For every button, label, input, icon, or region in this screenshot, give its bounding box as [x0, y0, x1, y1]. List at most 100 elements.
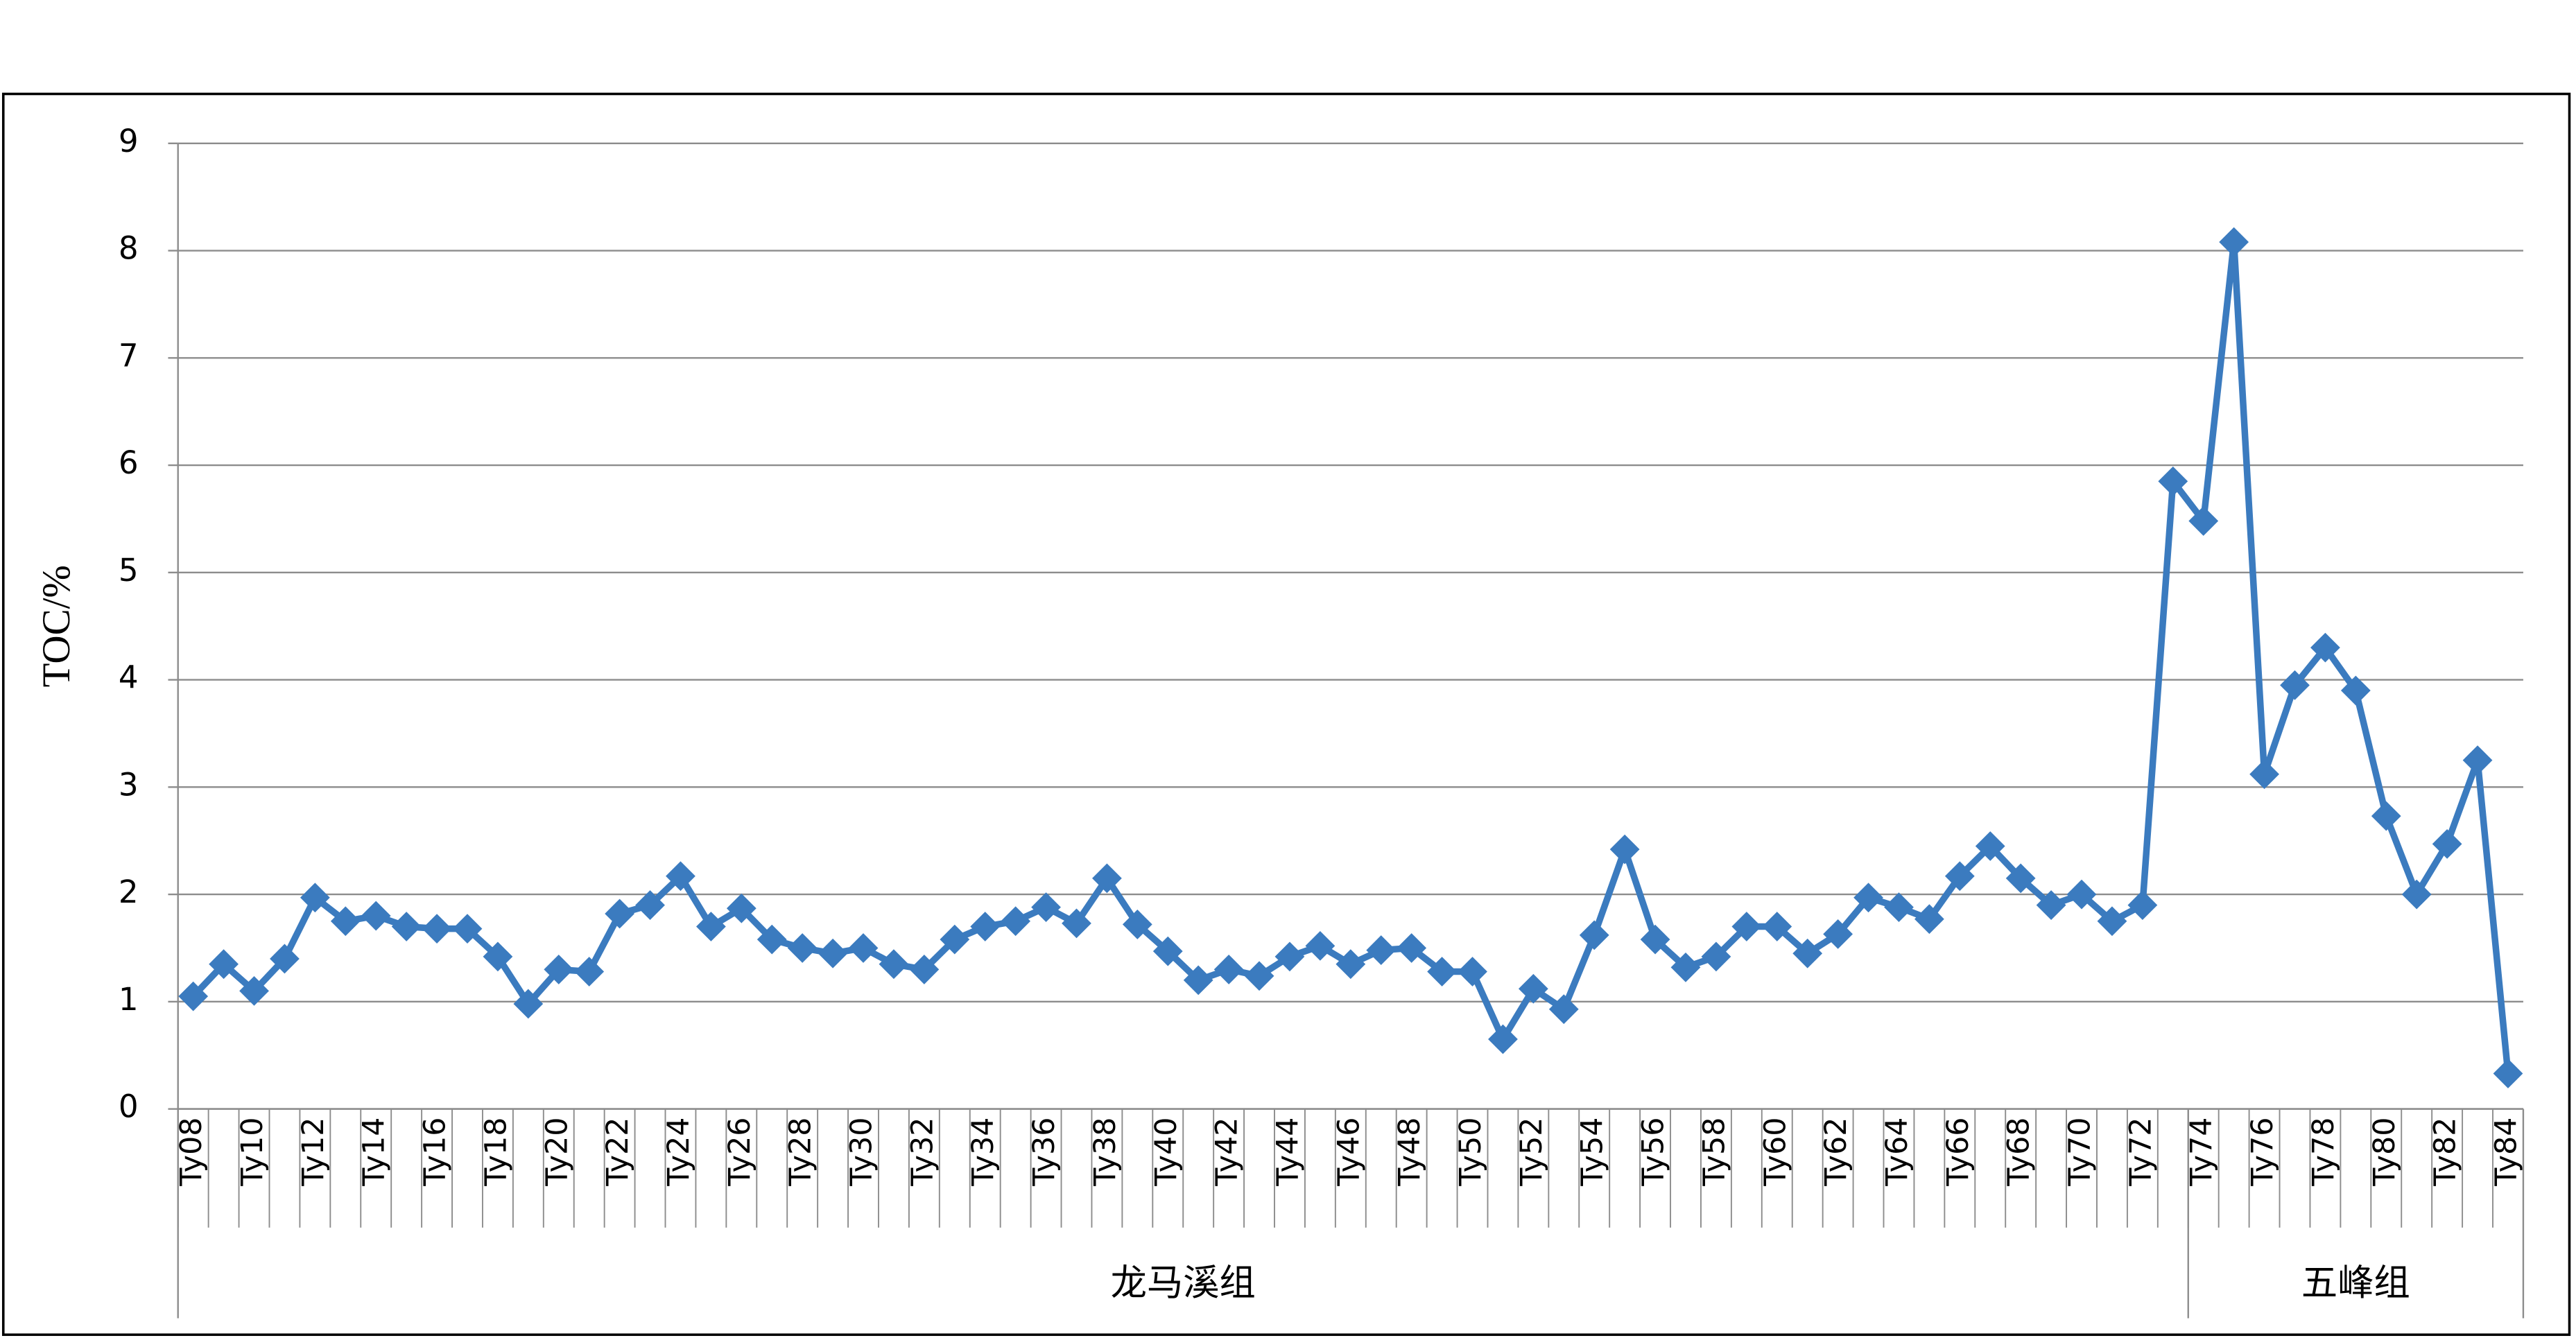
y-tick-label: 9 — [119, 123, 139, 159]
data-point — [2219, 227, 2249, 257]
data-point — [1001, 906, 1031, 937]
x-tick-label: Ty38 — [1088, 1118, 1123, 1187]
y-tick-label: 5 — [119, 552, 139, 589]
x-tick-label: Ty76 — [2245, 1118, 2280, 1187]
data-point — [2310, 632, 2340, 663]
data-point — [2401, 879, 2432, 910]
x-tick-label: Ty64 — [1880, 1118, 1914, 1187]
y-tick-label: 7 — [119, 337, 139, 374]
data-point — [1884, 892, 1914, 923]
group-label: 五峰组 — [2301, 1262, 2410, 1304]
data-point — [1579, 920, 1609, 950]
x-tick-label: Ty52 — [1514, 1118, 1549, 1187]
x-tick-label: Ty28 — [784, 1118, 818, 1187]
data-point — [1366, 935, 1397, 965]
data-point — [757, 924, 787, 955]
y-tick-label: 4 — [119, 659, 139, 696]
data-point — [726, 893, 757, 923]
data-point — [1062, 908, 1091, 939]
data-point — [2127, 890, 2158, 920]
x-tick-label: Ty68 — [2002, 1118, 2037, 1187]
data-point — [1031, 892, 1061, 923]
data-point — [1548, 994, 1579, 1025]
x-tick-label: Ty74 — [2184, 1118, 2219, 1187]
y-tick-label: 3 — [119, 766, 139, 803]
data-point — [2462, 745, 2493, 776]
x-tick-label: Ty42 — [1210, 1118, 1245, 1187]
data-point — [2340, 675, 2371, 706]
data-point — [391, 912, 422, 941]
y-tick-label: 8 — [119, 230, 139, 267]
data-point — [2432, 828, 2462, 859]
x-tick-label: Ty48 — [1392, 1118, 1427, 1187]
x-tick-label: Ty82 — [2428, 1118, 2463, 1187]
data-point — [2371, 801, 2401, 831]
x-tick-label: Ty40 — [1149, 1118, 1184, 1187]
group-label: 龙马溪组 — [1111, 1262, 1256, 1304]
data-point — [940, 924, 970, 955]
data-point — [452, 914, 483, 944]
data-point — [2280, 670, 2310, 700]
data-point — [1305, 930, 1335, 961]
y-tick-label: 0 — [119, 1088, 139, 1125]
data-point — [1274, 941, 1305, 972]
data-point — [2066, 879, 2097, 910]
data-point — [1762, 912, 1792, 941]
x-tick-label: Ty26 — [723, 1118, 757, 1187]
data-point — [1092, 863, 1122, 894]
data-point — [1640, 924, 1670, 955]
data-point — [1152, 936, 1183, 966]
data-point — [970, 912, 1001, 941]
data-point — [2158, 466, 2188, 496]
data-point — [1458, 957, 1487, 987]
data-point — [574, 957, 605, 987]
data-point — [1183, 965, 1213, 996]
x-tick-label: Ty12 — [296, 1118, 331, 1187]
x-tick-label: Ty60 — [1758, 1118, 1792, 1187]
x-tick-label: Ty70 — [2063, 1118, 2098, 1187]
data-point — [239, 975, 269, 1006]
data-point — [1975, 831, 2005, 861]
y-tick-label: 1 — [119, 981, 139, 1018]
data-point — [2005, 863, 2036, 894]
data-point — [2249, 759, 2279, 790]
x-tick-label: Ty84 — [2489, 1118, 2523, 1187]
data-point — [1335, 949, 1366, 980]
data-point — [270, 944, 300, 974]
x-tick-label: Ty62 — [1819, 1118, 1853, 1187]
x-tick-label: Ty18 — [478, 1118, 513, 1187]
data-point — [1792, 938, 1823, 968]
data-point — [818, 938, 848, 968]
data-point — [605, 898, 635, 929]
y-tick-label: 2 — [119, 874, 139, 910]
x-tick-label: Ty20 — [539, 1118, 574, 1187]
data-point — [2036, 890, 2066, 920]
data-point — [2493, 1059, 2523, 1088]
data-point — [1853, 883, 1883, 913]
x-tick-label: Ty14 — [357, 1118, 392, 1187]
data-point — [330, 906, 361, 937]
data-point — [635, 890, 665, 920]
data-point — [909, 955, 940, 984]
data-point — [1609, 834, 1640, 865]
data-point — [1122, 910, 1152, 939]
x-tick-label: Ty50 — [1453, 1118, 1488, 1187]
data-point — [544, 955, 574, 984]
x-tick-label: Ty08 — [174, 1118, 209, 1187]
x-tick-label: Ty56 — [1636, 1118, 1671, 1187]
x-tick-label: Ty72 — [2123, 1118, 2158, 1187]
data-point — [209, 949, 239, 980]
y-tick-label: 6 — [119, 444, 139, 481]
data-point — [1213, 955, 1244, 984]
x-tick-label: Ty58 — [1697, 1118, 1731, 1187]
x-tick-label: Ty78 — [2306, 1118, 2341, 1187]
x-tick-label: Ty34 — [966, 1118, 1001, 1187]
data-point — [1914, 904, 1944, 935]
data-point — [1518, 973, 1548, 1004]
data-point — [2188, 506, 2219, 536]
x-tick-label: Ty32 — [905, 1118, 940, 1187]
x-tick-label: Ty30 — [845, 1118, 879, 1187]
x-tick-label: Ty10 — [235, 1118, 270, 1187]
x-tick-label: Ty22 — [600, 1118, 635, 1187]
